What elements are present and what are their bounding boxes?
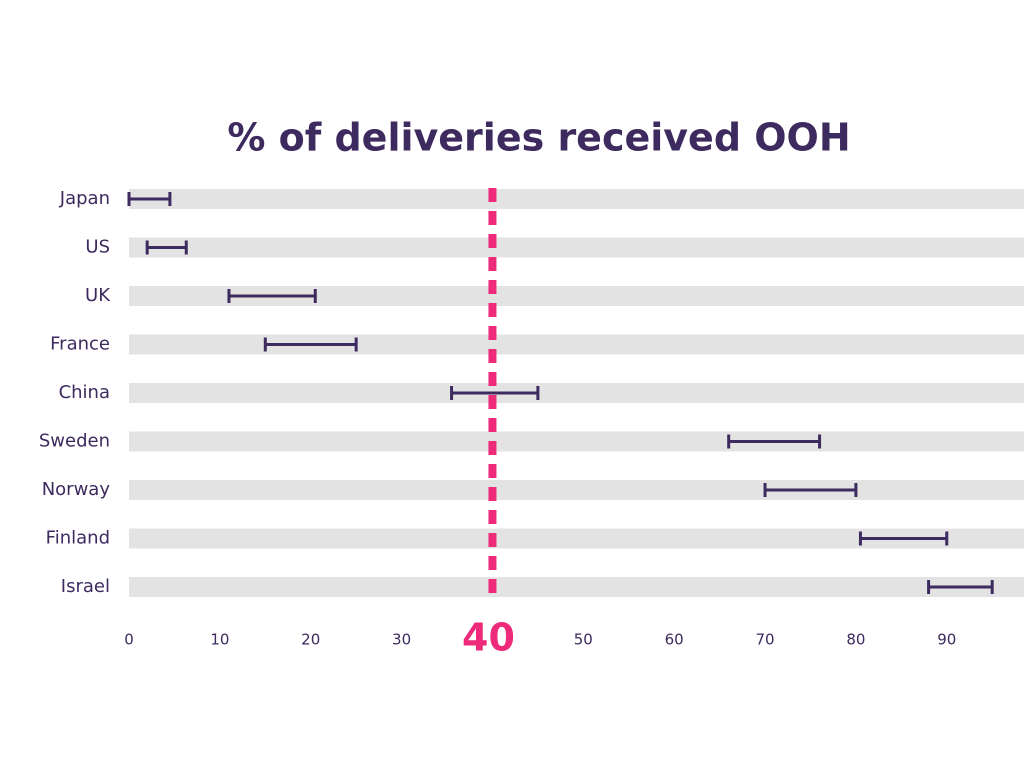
category-label: UK [85,285,111,306]
x-tick-label: 40 [462,616,515,660]
category-label: France [50,334,110,355]
category-label: Finland [46,528,110,549]
x-tick-label: 70 [755,631,774,649]
category-label: Israel [61,576,110,597]
x-tick-label: 90 [937,631,956,649]
row-band [129,480,1024,500]
chart-title: % of deliveries received OOH [227,116,850,160]
x-tick-label: 20 [301,631,320,649]
x-tick-label: 50 [574,631,593,649]
row-band [129,286,1024,306]
row-band [129,577,1024,597]
x-tick-label: 80 [846,631,865,649]
x-tick-label: 60 [665,631,684,649]
x-tick-label: 0 [124,631,134,649]
row-band [129,431,1024,452]
row-band [129,528,1024,549]
category-label: Sweden [39,431,110,452]
row-band [129,189,1024,209]
category-label: China [59,382,110,403]
category-label: Japan [59,188,110,209]
row-band [129,334,1024,355]
category-label: Norway [42,479,111,500]
x-tick-label: 10 [210,631,229,649]
x-tick-label: 30 [392,631,411,649]
row-band [129,237,1024,258]
category-label: US [85,237,110,258]
row-band [129,383,1024,403]
